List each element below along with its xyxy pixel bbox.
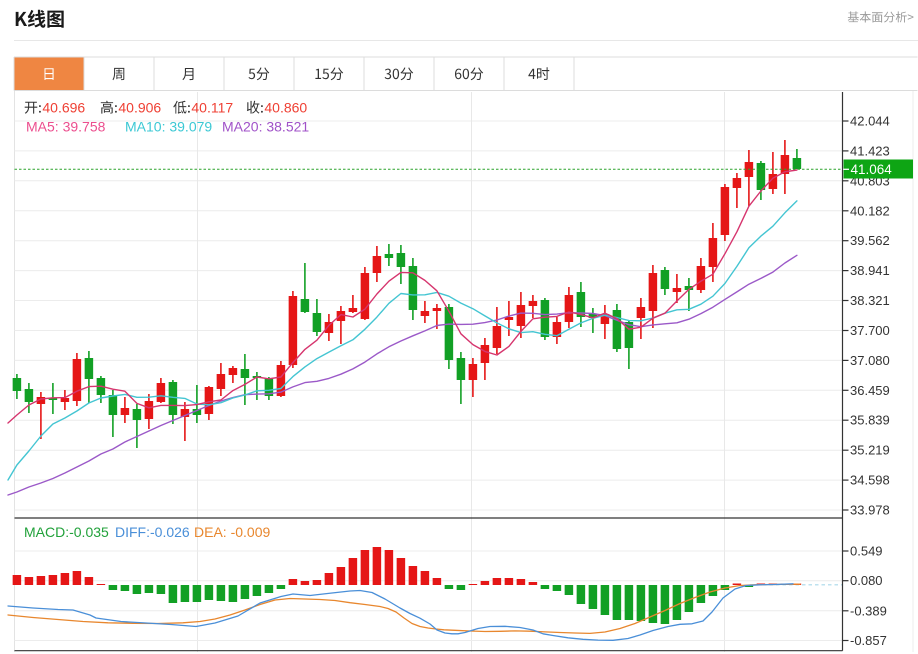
svg-text:33.978: 33.978 <box>850 503 890 518</box>
svg-text:35.219: 35.219 <box>850 443 890 458</box>
svg-text:MA20: 38.521: MA20: 38.521 <box>222 119 309 135</box>
svg-text:40.182: 40.182 <box>850 203 890 218</box>
svg-text:37.080: 37.080 <box>850 353 890 368</box>
svg-text:35.839: 35.839 <box>850 413 890 428</box>
svg-text:41.423: 41.423 <box>850 143 890 158</box>
svg-text:-0.389: -0.389 <box>850 603 887 618</box>
svg-text:-0.857: -0.857 <box>850 633 887 648</box>
svg-text:0.549: 0.549 <box>850 544 883 559</box>
svg-text:40.117: 40.117 <box>191 100 233 116</box>
svg-text:34.598: 34.598 <box>850 473 890 488</box>
svg-text:40.860: 40.860 <box>264 100 307 116</box>
svg-text:40.906: 40.906 <box>118 100 161 116</box>
svg-text:38.941: 38.941 <box>850 263 890 278</box>
svg-text:38.321: 38.321 <box>850 293 890 308</box>
svg-text:42.044: 42.044 <box>850 114 890 129</box>
svg-text:DEA: -0.009: DEA: -0.009 <box>194 524 270 540</box>
svg-text:0.080: 0.080 <box>850 573 883 588</box>
svg-text:39.562: 39.562 <box>850 233 890 248</box>
svg-text:MACD:-0.035: MACD:-0.035 <box>24 524 109 540</box>
svg-text:40.696: 40.696 <box>42 100 85 116</box>
svg-text:37.700: 37.700 <box>850 323 890 338</box>
svg-text:MA5: 39.758: MA5: 39.758 <box>26 119 106 135</box>
svg-text:41.064: 41.064 <box>851 162 893 177</box>
svg-text:MA10: 39.079: MA10: 39.079 <box>125 119 212 135</box>
svg-text:DIFF:-0.026: DIFF:-0.026 <box>115 524 190 540</box>
svg-text:36.459: 36.459 <box>850 383 890 398</box>
